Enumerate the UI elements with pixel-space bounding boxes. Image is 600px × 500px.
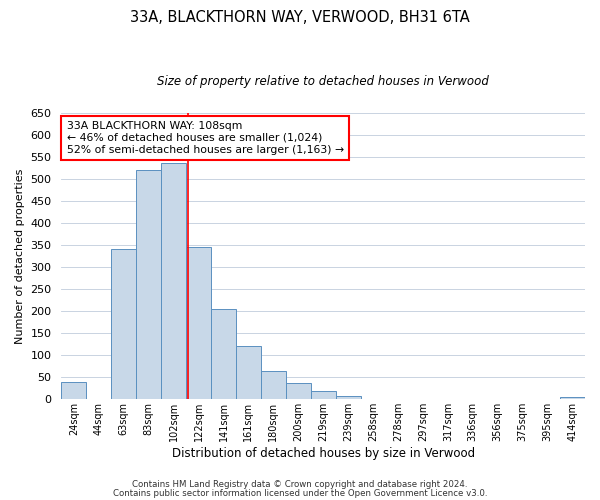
Text: 33A, BLACKTHORN WAY, VERWOOD, BH31 6TA: 33A, BLACKTHORN WAY, VERWOOD, BH31 6TA — [130, 10, 470, 25]
Text: 33A BLACKTHORN WAY: 108sqm
← 46% of detached houses are smaller (1,024)
52% of s: 33A BLACKTHORN WAY: 108sqm ← 46% of deta… — [67, 122, 344, 154]
Bar — [261, 370, 286, 400]
Bar — [335, 396, 361, 400]
Y-axis label: Number of detached properties: Number of detached properties — [15, 168, 25, 344]
Bar — [136, 170, 161, 400]
Bar — [111, 250, 136, 400]
X-axis label: Distribution of detached houses by size in Verwood: Distribution of detached houses by size … — [172, 447, 475, 460]
Bar — [161, 164, 186, 400]
Bar — [560, 397, 585, 400]
Bar — [286, 382, 311, 400]
Bar — [211, 309, 236, 400]
Bar — [61, 382, 86, 400]
Bar — [186, 247, 211, 400]
Bar — [236, 346, 261, 400]
Title: Size of property relative to detached houses in Verwood: Size of property relative to detached ho… — [157, 75, 489, 88]
Text: Contains public sector information licensed under the Open Government Licence v3: Contains public sector information licen… — [113, 488, 487, 498]
Text: Contains HM Land Registry data © Crown copyright and database right 2024.: Contains HM Land Registry data © Crown c… — [132, 480, 468, 489]
Bar — [311, 392, 335, 400]
